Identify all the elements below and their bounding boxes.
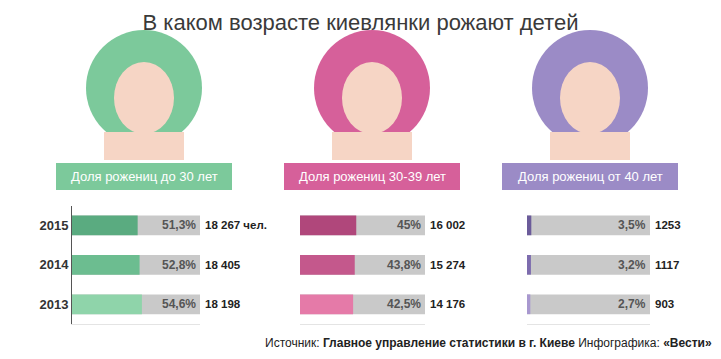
svg-text:14 176: 14 176 — [430, 298, 465, 310]
svg-text:Доля рожениц до 30 лет: Доля рожениц до 30 лет — [71, 169, 218, 184]
svg-text:45%: 45% — [397, 218, 421, 232]
svg-text:1117: 1117 — [655, 259, 679, 271]
svg-text:51,3%: 51,3% — [162, 218, 196, 232]
svg-text:43,8%: 43,8% — [387, 258, 421, 272]
svg-text:54,6%: 54,6% — [162, 297, 196, 311]
svg-text:3,5%: 3,5% — [618, 218, 646, 232]
svg-text:2014: 2014 — [39, 257, 69, 272]
svg-text:16 002: 16 002 — [430, 219, 465, 231]
svg-text:Доля рожениц от 40 лет: Доля рожениц от 40 лет — [518, 169, 663, 184]
svg-text:18 405: 18 405 — [205, 259, 241, 271]
svg-text:18 267 чел.: 18 267 чел. — [205, 219, 267, 231]
svg-text:1253: 1253 — [655, 219, 681, 231]
svg-text:52,8%: 52,8% — [162, 258, 196, 272]
svg-text:Доля рожениц 30-39 лет: Доля рожениц 30-39 лет — [299, 169, 446, 184]
svg-text:2,7%: 2,7% — [618, 297, 646, 311]
svg-text:2013: 2013 — [39, 297, 68, 312]
svg-text:42,5%: 42,5% — [387, 297, 421, 311]
svg-text:18 198: 18 198 — [205, 298, 241, 310]
svg-text:В каком возрасте киевлянки рож: В каком возрасте киевлянки рожают детей — [143, 10, 579, 35]
svg-text:Источник: Главное управление с: Источник: Главное управление статистики … — [265, 336, 712, 350]
svg-text:2015: 2015 — [39, 218, 68, 233]
svg-text:903: 903 — [655, 298, 674, 310]
svg-text:3,2%: 3,2% — [618, 258, 646, 272]
svg-text:15 274: 15 274 — [430, 259, 466, 271]
